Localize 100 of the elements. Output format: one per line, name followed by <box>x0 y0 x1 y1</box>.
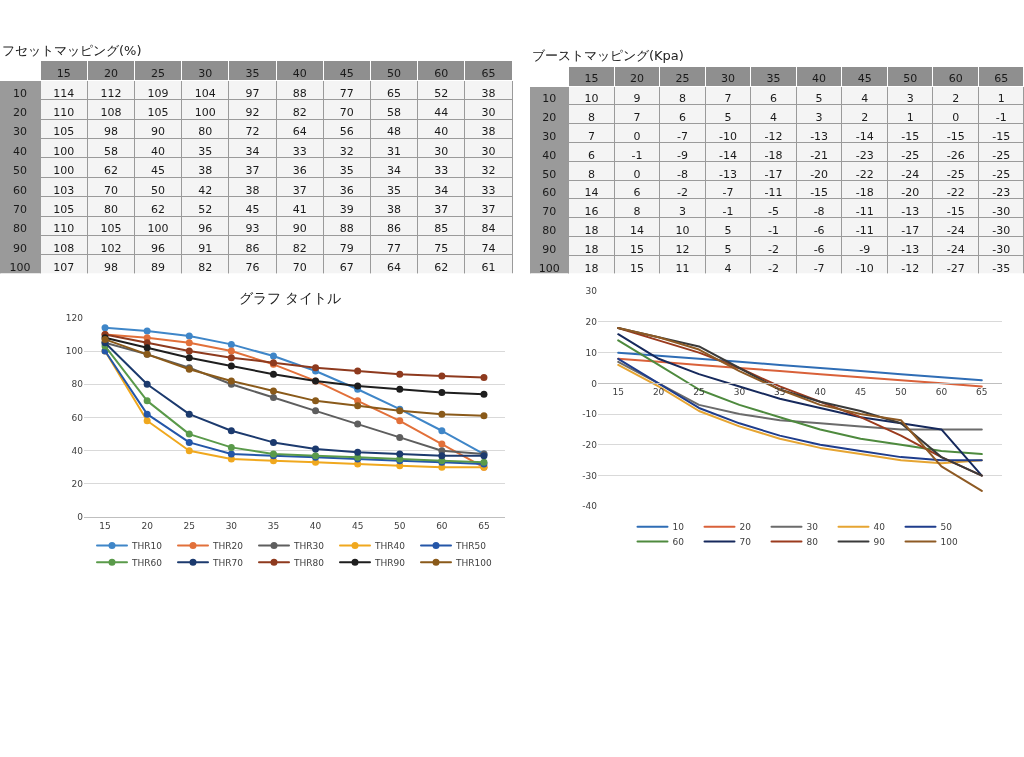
data-label: -23 <box>855 148 874 162</box>
x-tick-label: 40 <box>309 520 322 531</box>
legend-label: THR30 <box>293 540 325 551</box>
data-label: 52 <box>434 86 449 100</box>
x-tick-label: 15 <box>56 66 71 80</box>
data-label: -17 <box>901 224 920 238</box>
data-label: -9 <box>859 242 871 256</box>
data-label: 38 <box>387 202 402 216</box>
data-label: 67 <box>339 261 354 275</box>
data-label: 18 <box>584 261 599 275</box>
data-label: 80 <box>198 125 213 139</box>
data-label: 77 <box>339 86 354 100</box>
data-label: -20 <box>901 186 920 200</box>
data-label: -30 <box>992 242 1011 256</box>
x-tick-label: 45 <box>857 72 872 86</box>
y-tick-label: 30 <box>542 130 557 144</box>
data-label: 14 <box>584 186 599 200</box>
point <box>354 402 362 410</box>
point <box>227 347 235 355</box>
legend-label: THR10 <box>131 540 163 551</box>
data-label: 110 <box>53 105 75 119</box>
line-series <box>617 357 983 388</box>
data-label: 79 <box>339 241 354 255</box>
data-label: 45 <box>151 164 166 178</box>
data-label: 5 <box>724 224 732 238</box>
data-label: 100 <box>53 164 75 178</box>
data-label: 100 <box>147 222 169 236</box>
data-label: 110 <box>53 222 75 236</box>
x-tick-label: 30 <box>721 72 736 86</box>
data-label: 105 <box>147 105 169 119</box>
data-label: -2 <box>768 261 780 275</box>
y-tick-label: -40 <box>582 501 598 512</box>
data-label: 64 <box>387 261 402 275</box>
x-tick-label: 60 <box>434 66 449 80</box>
legend-label: THR80 <box>293 557 325 568</box>
data-label: -15 <box>946 130 965 144</box>
point <box>438 410 446 418</box>
data-label: 30 <box>481 105 496 119</box>
data-label: 34 <box>434 183 449 197</box>
point <box>480 390 488 398</box>
data-label: 7 <box>633 111 641 125</box>
y-tick-label: 80 <box>13 222 28 236</box>
point <box>354 448 362 456</box>
data-label: 35 <box>387 183 402 197</box>
data-label: -15 <box>946 205 965 219</box>
data-label: -25 <box>992 167 1011 181</box>
point <box>143 327 151 335</box>
y-tick-label: 40 <box>542 148 557 162</box>
x-tick-label: 20 <box>630 72 644 86</box>
line-series <box>617 351 983 382</box>
point <box>480 412 488 420</box>
point <box>438 372 446 380</box>
data-label: 77 <box>387 241 402 255</box>
data-label: -35 <box>992 261 1011 275</box>
data-label: -30 <box>992 224 1011 238</box>
data-label: 2 <box>952 92 960 106</box>
data-label: 62 <box>103 164 118 178</box>
legend-label: 60 <box>672 537 685 548</box>
data-label: 34 <box>245 144 260 158</box>
data-label: -7 <box>813 261 825 275</box>
x-tick-label: 60 <box>436 520 448 531</box>
chart-title: グラフ タイトル <box>239 290 342 306</box>
data-label: 70 <box>339 105 354 119</box>
data-label: 65 <box>387 86 402 100</box>
data-label: -13 <box>901 242 920 256</box>
data-label: 1 <box>997 92 1005 106</box>
y-tick-label: 20 <box>542 111 557 125</box>
data-label: 105 <box>53 202 75 216</box>
legend-label: THR70 <box>212 557 244 568</box>
y-tick-label: 100 <box>9 261 31 275</box>
data-label: 36 <box>292 164 307 178</box>
y-tick-label: 10 <box>542 92 557 106</box>
legend-label: THR90 <box>374 557 406 568</box>
data-label: -17 <box>764 167 783 181</box>
x-tick-label: 50 <box>895 387 907 398</box>
x-tick-label: 40 <box>814 387 827 398</box>
data-label: 52 <box>198 202 213 216</box>
data-label: 97 <box>245 86 260 100</box>
point <box>396 370 404 378</box>
x-tick-label: 45 <box>339 66 354 80</box>
point <box>185 347 193 355</box>
data-label: -25 <box>946 167 965 181</box>
data-label: -15 <box>992 130 1011 144</box>
x-tick-label: 25 <box>693 387 705 398</box>
data-label: -5 <box>768 205 780 219</box>
data-label: 35 <box>339 164 354 178</box>
y-tick-label: 50 <box>542 167 557 181</box>
point <box>143 344 151 352</box>
data-label: -25 <box>901 148 920 162</box>
point <box>312 445 320 453</box>
data-label: 9 <box>633 92 641 106</box>
x-tick-label: 65 <box>994 72 1009 86</box>
data-label: 90 <box>292 222 307 236</box>
y-tick-label: 10 <box>13 86 28 100</box>
data-label: -14 <box>719 148 738 162</box>
chart-title: フセットマッピング(%) <box>2 43 142 58</box>
data-label: 44 <box>434 105 449 119</box>
y-tick-label: 20 <box>13 105 28 119</box>
y-tick-label: 0 <box>77 512 84 523</box>
data-label: 88 <box>339 222 354 236</box>
